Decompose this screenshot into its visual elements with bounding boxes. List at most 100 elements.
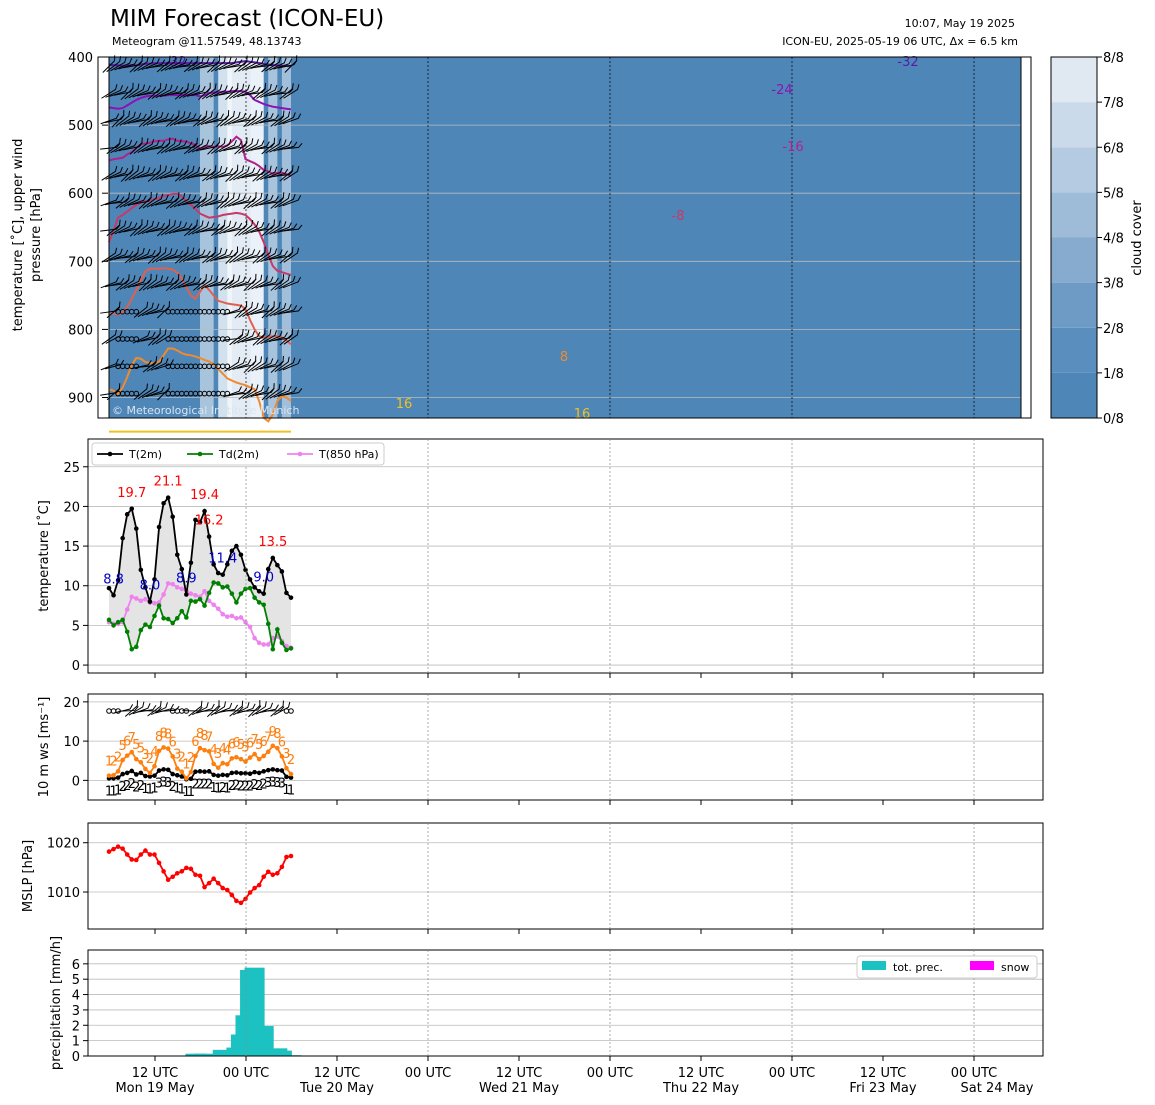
wind-barb	[243, 273, 257, 292]
wind-barb	[136, 331, 156, 343]
wind-barb	[270, 274, 285, 291]
t2m-point	[252, 585, 257, 590]
wind-barb	[187, 249, 206, 261]
mslp-point	[193, 872, 198, 878]
x-day-label: Fri 23 May	[849, 1081, 916, 1096]
mean-wind-value-label: 1	[141, 782, 149, 797]
wind-barb	[220, 192, 235, 209]
wind-barb	[255, 194, 274, 207]
panel-frame	[87, 438, 1044, 674]
wind-barb	[138, 191, 152, 210]
wind-barb	[278, 275, 296, 290]
gust-point	[193, 753, 198, 759]
mslp-point	[202, 884, 207, 890]
t2m-point	[156, 524, 162, 530]
wind-barb	[259, 704, 279, 714]
t2m-point	[184, 592, 189, 597]
mean-wind-value-label: 3	[155, 777, 163, 792]
wind-barb	[237, 85, 256, 98]
y-tick-label: 20	[63, 696, 80, 711]
wind-barb	[141, 140, 160, 153]
td2m-point	[156, 603, 162, 608]
wind-barb	[264, 249, 283, 262]
gust-value-label: 7	[205, 730, 213, 745]
wind-barb	[243, 110, 257, 128]
panel-frame	[87, 822, 1044, 930]
wind-barb	[272, 170, 294, 178]
wind-barb	[132, 167, 151, 180]
td2m-point	[206, 590, 212, 596]
mean-wind-value-label: 2	[250, 778, 258, 793]
wind-barb	[124, 165, 140, 182]
wind-barb	[265, 302, 281, 318]
td2m-point	[288, 646, 294, 651]
mslp-point	[179, 869, 185, 874]
colorbar-segment	[1051, 57, 1097, 103]
wind-barb	[246, 303, 265, 317]
wind-barb	[141, 221, 160, 235]
gust-value-label: 8	[155, 730, 163, 745]
meteogram-location: Meteogram @11.57549, 48.13743	[112, 35, 302, 48]
mean-wind-point	[143, 773, 148, 779]
wind-barb	[142, 192, 158, 209]
wind-barb	[106, 56, 122, 73]
t2m-point	[225, 562, 230, 567]
wind-barb	[128, 701, 145, 716]
x-tick-label: 12 UTC	[678, 1066, 724, 1081]
wind-barb	[210, 56, 226, 72]
wind-barb	[201, 165, 217, 182]
wind-barb	[147, 328, 161, 346]
t2m-point	[206, 534, 212, 539]
gust-value-label: 5	[241, 741, 249, 756]
mslp-point	[165, 877, 171, 882]
t850-point	[129, 594, 135, 600]
mean-wind-point	[265, 767, 271, 773]
gust-value-label: 8	[164, 728, 172, 743]
x-day-label: Tue 20 May	[299, 1081, 374, 1096]
t2m-point	[238, 552, 244, 558]
wind-barb	[214, 249, 233, 261]
y-tick-label: 400	[68, 51, 93, 66]
wind-barb	[246, 385, 265, 399]
wind-barb	[137, 220, 154, 236]
wind-barb	[274, 111, 291, 127]
wind-barb	[264, 706, 285, 712]
legend-entry: T(2m)	[128, 448, 162, 461]
gust-value-label: 7	[128, 731, 136, 746]
wind-barb	[215, 220, 232, 236]
mean-wind-value-label: 2	[169, 780, 177, 795]
t850-point	[247, 624, 253, 630]
wind-barb	[124, 83, 140, 100]
t850-point	[265, 642, 271, 647]
mslp-point	[161, 869, 166, 874]
gust-value-label: 2	[187, 751, 195, 766]
wind-barb	[141, 58, 160, 71]
tmin-label: 8.9	[176, 571, 197, 586]
gust-point	[134, 756, 139, 762]
wind-barb	[242, 384, 259, 399]
t2m-point	[229, 548, 235, 554]
mean-wind-point	[279, 768, 285, 773]
cloud-band	[281, 57, 291, 418]
y-tick-label: 800	[68, 323, 93, 338]
wind-barb	[127, 277, 147, 289]
wind-barb	[228, 357, 246, 371]
mean-wind-value-label: 1	[105, 784, 113, 799]
wind-barb	[265, 383, 281, 400]
t850-point	[170, 581, 175, 587]
wind-barb	[182, 84, 201, 98]
wind-barb	[168, 140, 188, 152]
calm-wind-marker	[288, 708, 294, 714]
wind-barb	[174, 83, 189, 100]
mslp-point	[152, 852, 157, 857]
wind-barb	[101, 329, 117, 345]
gust-value-label: 4	[219, 742, 227, 757]
t2m-point	[188, 560, 194, 566]
wind-barb	[133, 138, 149, 154]
wind-barb	[142, 274, 158, 291]
wind-barb	[129, 219, 143, 237]
x-day-label: Thu 22 May	[662, 1081, 739, 1096]
colorbar-segment	[1051, 237, 1097, 283]
mslp-point	[188, 866, 194, 872]
gust-point	[243, 759, 248, 764]
